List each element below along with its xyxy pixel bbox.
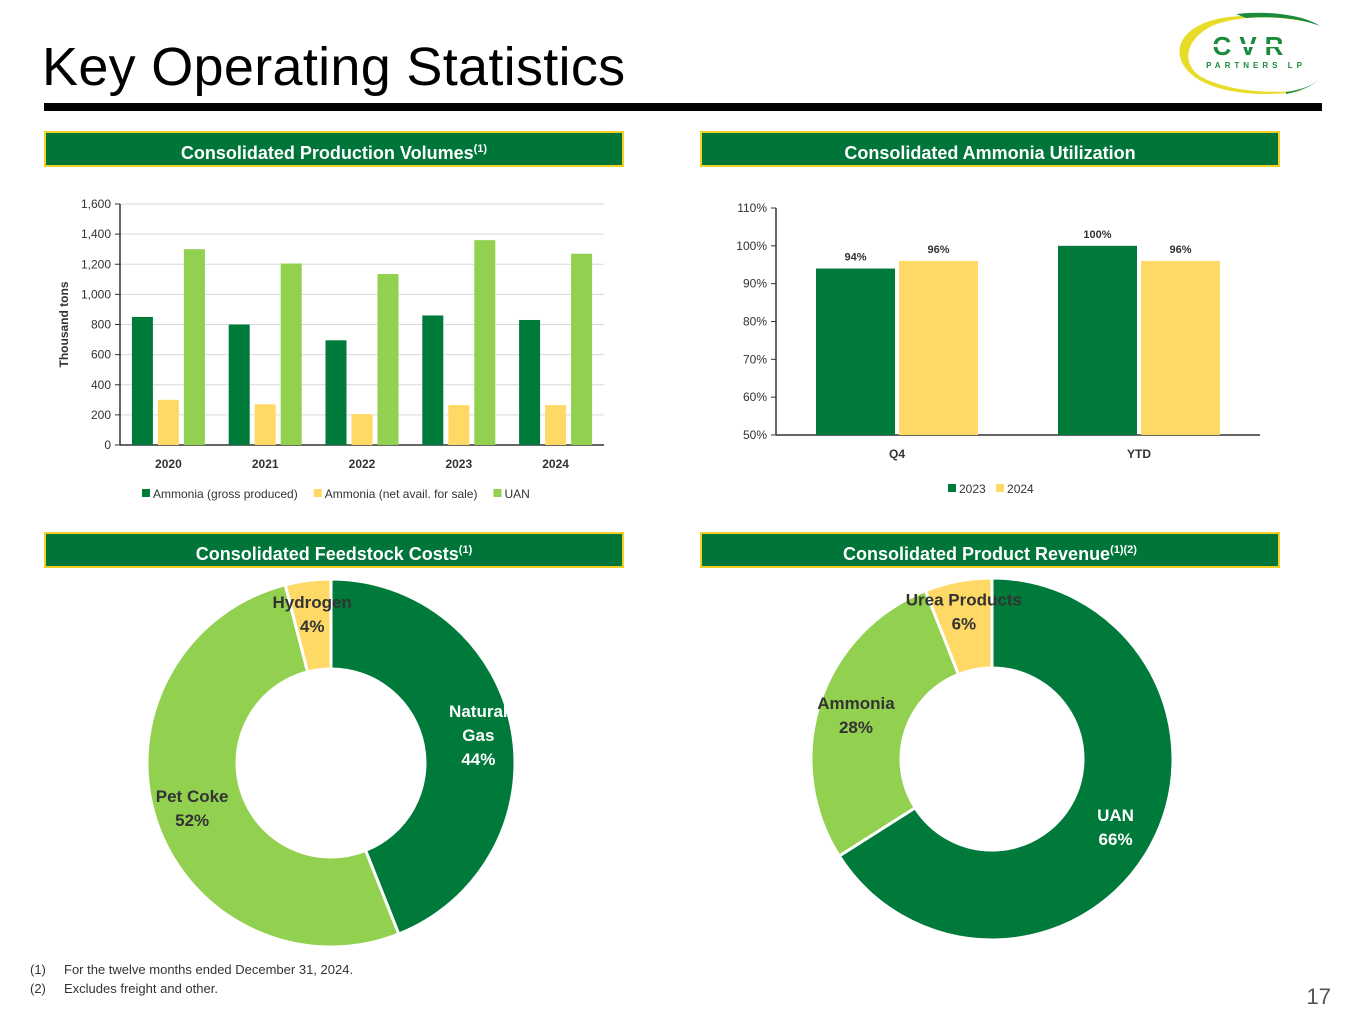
legend-label: UAN [504,487,529,501]
company-logo: CVR PARTNERS LP [1176,10,1324,98]
y-tick-label: 90% [743,277,767,291]
x-tick-label: Q4 [889,447,905,461]
bar-ammonia-net-avail-for-sale-2021 [254,404,276,445]
x-tick-label: 2023 [445,457,472,471]
slice-label-uan: UAN 66% [1097,806,1134,849]
legend-label: Ammonia (gross produced) [153,487,298,501]
slice-label-urea-products: Urea Products 6% [906,591,1022,634]
legend-swatch [948,484,956,492]
cvr-logo-icon: CVR PARTNERS LP [1179,12,1320,94]
legend-label: 2024 [1007,482,1034,496]
y-tick-label: 0 [104,438,111,452]
y-tick-label: 1,400 [81,227,111,241]
bar-ammonia-gross-produced-2022 [325,340,347,445]
footnote-item: (2) Excludes freight and other. [30,979,353,998]
logo-sub-text: PARTNERS LP [1206,61,1306,70]
y-tick-label: 50% [743,428,767,442]
slice-label-hydrogen: Hydrogen 4% [273,593,352,636]
bar-2024-q4 [899,260,978,435]
data-label: 94% [844,252,866,264]
slice-label-natural-gas: Natural Gas 44% [449,702,508,769]
feedstock-costs-header: Consolidated Feedstock Costs(1) [44,532,624,568]
feedstock-costs-footnote-ref: (1) [458,544,473,556]
y-axis-title: Thousand tons [57,281,71,367]
y-tick-label: 800 [91,318,111,332]
slice-label-ammonia: Ammonia 28% [817,694,895,737]
bar-uan-2020 [183,249,205,445]
bar-ammonia-gross-produced-2021 [228,324,250,445]
footnotes: (1) For the twelve months ended December… [30,960,353,998]
bar-2023-q4 [816,268,895,435]
bar-uan-2021 [280,263,302,445]
footnote-item: (1) For the twelve months ended December… [30,960,353,979]
legend-swatch [313,489,322,497]
x-tick-label: YTD [1127,447,1151,461]
y-tick-label: 200 [91,408,111,422]
production-volumes-chart: 0 200 400 600 800 1,000 1,200 1,400 1,600 Thousan… [44,180,624,520]
legend-swatch [142,489,150,497]
y-tick-label: 100% [736,239,767,253]
bar-uan-2023 [474,240,496,445]
bar-ammonia-net-avail-for-sale-2022 [351,414,373,445]
footnote-number: (1) [30,962,46,977]
bar-ammonia-net-avail-for-sale-2024 [545,405,567,445]
x-tick-label: 2022 [349,457,376,471]
y-tick-label: 1,000 [81,287,111,301]
slice-urea-products [923,576,994,677]
legend-swatch [493,489,502,497]
y-tick-label: 1,600 [81,197,111,211]
feedstock-costs-chart: Natural Gas 44% Pet Coke 52% Hydrogen 4% [130,574,530,954]
production-volumes-header: Consolidated Production Volumes(1) [44,131,624,167]
y-tick-label: 600 [91,348,111,362]
slice-ammonia [809,588,961,859]
data-label: 100% [1083,229,1111,241]
footnote-number: (2) [30,981,46,996]
y-tick-label: 70% [743,352,767,366]
slice-hydrogen [283,577,333,674]
x-tick-label: 2020 [155,457,182,471]
bar-ammonia-gross-produced-2024 [519,319,541,445]
legend-label: 2023 [959,482,986,496]
bar-ammonia-net-avail-for-sale-2020 [157,399,179,445]
title-underline [44,103,1322,111]
y-tick-label: 110% [737,201,767,215]
bar-2023-ytd [1058,245,1137,435]
y-tick-label: 400 [91,378,111,392]
bar-2024-ytd [1141,260,1220,435]
data-label: 96% [1169,244,1191,256]
production-volumes-footnote-ref: (1) [473,143,488,155]
slice-natural-gas [329,577,517,937]
data-label: 96% [927,244,949,256]
bar-ammonia-gross-produced-2020 [131,316,153,445]
y-tick-label: 80% [743,315,767,329]
slice-pet-coke [145,582,401,949]
product-revenue-header: Consolidated Product Revenue(1)(2) [700,532,1280,568]
product-revenue-footnote-ref: (1)(2) [1110,544,1137,556]
product-revenue-title: Consolidated Product Revenue [843,544,1111,564]
feedstock-costs-title: Consolidated Feedstock Costs [195,544,459,564]
bar-ammonia-gross-produced-2023 [422,315,444,445]
y-tick-label: 1,200 [81,257,111,271]
bar-uan-2022 [377,274,399,445]
bar-uan-2024 [571,253,593,445]
product-revenue-chart: UAN 66% Ammonia 28% Urea Products 6% [792,570,1192,950]
legend-swatch [996,484,1005,492]
production-volumes-title: Consolidated Production Volumes [180,143,474,163]
x-tick-label: 2024 [542,457,569,471]
legend-label: Ammonia (net avail. for sale) [325,487,478,501]
ammonia-utilization-header: Consolidated Ammonia Utilization [700,131,1280,167]
x-tick-label: 2021 [252,457,279,471]
footnote-text: For the twelve months ended December 31,… [64,962,354,977]
ammonia-utilization-chart: 50% 60% 70% 80% 90% 100% 110% 94% 96% Q4 100% 96% YT… [700,180,1280,520]
y-tick-label: 60% [743,390,767,404]
page-title: Key Operating Statistics [42,37,626,97]
footnote-text: Excludes freight and other. [64,981,218,996]
slice-label-pet-coke: Pet Coke 52% [156,787,229,830]
slice-uan [837,576,1175,942]
page-number: 17 [1306,984,1331,1009]
ammonia-utilization-title: Consolidated Ammonia Utilization [844,143,1136,163]
bar-ammonia-net-avail-for-sale-2023 [448,405,470,445]
